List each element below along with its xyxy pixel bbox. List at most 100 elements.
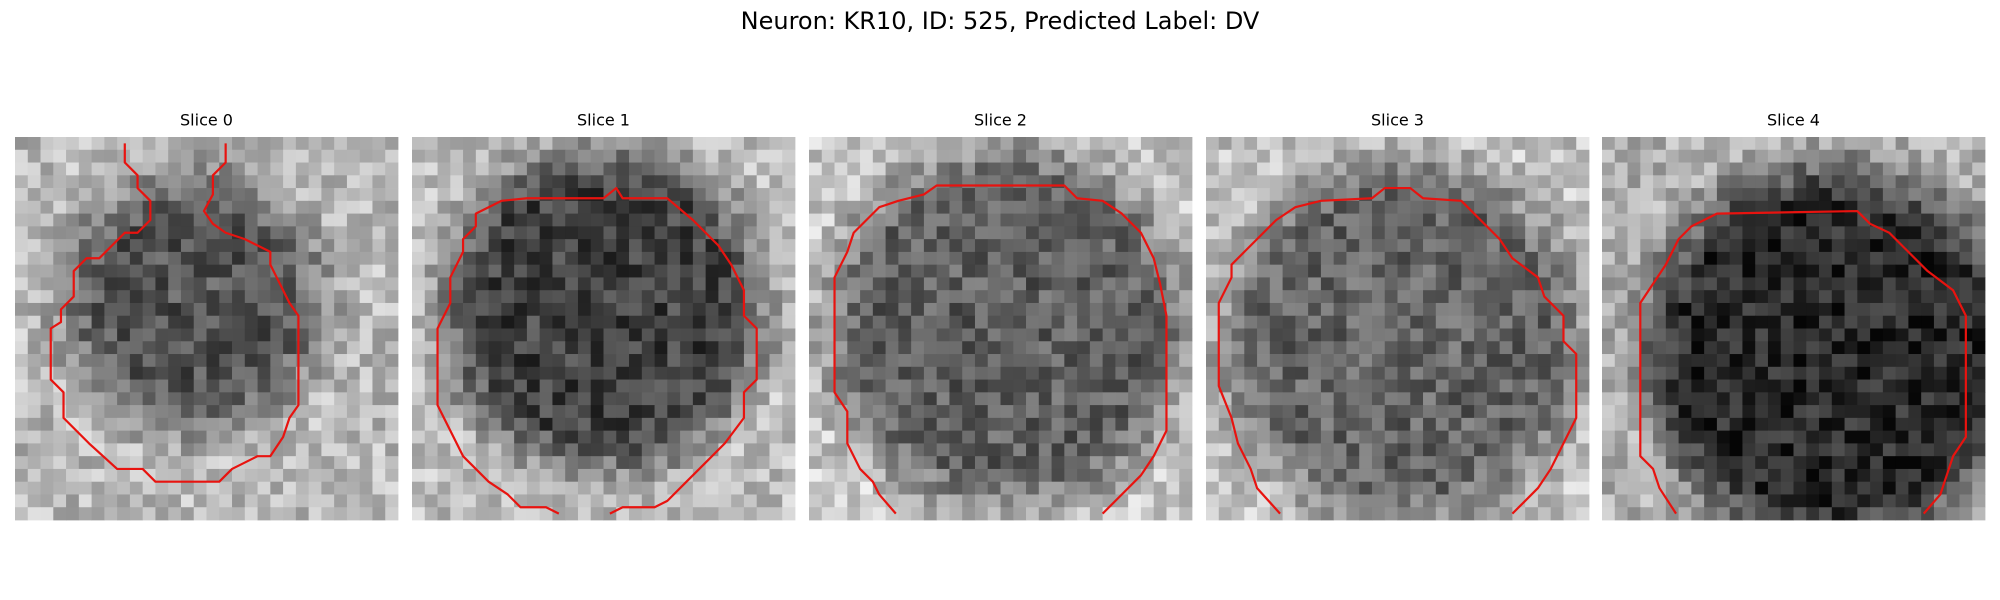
pixel <box>1857 507 1871 521</box>
pixel <box>1921 417 1935 432</box>
pixel <box>1218 468 1232 483</box>
pixel <box>450 264 464 278</box>
pixel <box>680 175 694 189</box>
pixel <box>1410 264 1424 278</box>
pixel <box>283 200 297 214</box>
pixel <box>1678 392 1692 406</box>
pixel <box>705 379 719 393</box>
pixel <box>1346 494 1360 508</box>
pixel <box>821 239 835 253</box>
pixel <box>1051 354 1065 368</box>
pixel <box>1384 379 1398 393</box>
pixel <box>1000 379 1014 393</box>
pixel <box>1537 341 1552 355</box>
pixel <box>1435 251 1449 266</box>
pixel <box>1946 417 1960 432</box>
pixel <box>1128 162 1142 176</box>
pixel <box>1410 379 1424 393</box>
pixel <box>1435 366 1449 380</box>
pixel <box>1882 494 1897 508</box>
pixel <box>616 443 630 457</box>
pixel <box>1115 188 1129 202</box>
pixel <box>590 302 604 317</box>
pixel <box>232 507 246 521</box>
pixel <box>603 290 617 304</box>
pixel <box>27 341 41 355</box>
pixel <box>104 379 118 393</box>
pixel <box>1384 481 1398 495</box>
pixel <box>463 430 477 444</box>
pixel <box>936 379 950 393</box>
pixel <box>1716 328 1731 342</box>
pixel <box>1755 290 1769 304</box>
pixel <box>40 468 54 483</box>
pixel <box>1602 468 1616 483</box>
pixel <box>1857 302 1871 317</box>
pixel <box>1627 277 1641 291</box>
pixel <box>193 341 207 355</box>
pixel <box>53 264 67 278</box>
pixel <box>705 456 719 470</box>
pixel <box>1895 417 1909 432</box>
pixel <box>1512 379 1526 393</box>
pixel <box>526 328 541 342</box>
pixel <box>1026 239 1040 253</box>
pixel <box>809 137 823 151</box>
pixel <box>743 175 758 189</box>
pixel <box>168 149 182 163</box>
pixel <box>1844 379 1858 393</box>
pixel <box>885 162 899 176</box>
pixel <box>974 392 989 406</box>
pixel <box>923 226 938 240</box>
pixel <box>1767 354 1782 368</box>
pixel <box>1806 456 1820 470</box>
pixel <box>283 507 297 521</box>
pixel <box>769 213 783 227</box>
pixel <box>1346 417 1360 432</box>
pixel <box>1371 328 1386 342</box>
pixel <box>1282 162 1296 176</box>
pixel <box>437 494 451 508</box>
pixel <box>450 213 464 227</box>
pixel <box>1755 315 1769 329</box>
pixel <box>78 200 92 214</box>
pixel <box>565 443 579 457</box>
pixel <box>1895 188 1909 202</box>
pixel <box>475 443 489 457</box>
pixel <box>654 277 668 291</box>
pixel <box>321 188 335 202</box>
pixel <box>1793 392 1807 406</box>
pixel <box>450 302 464 317</box>
pixel <box>412 366 426 380</box>
pixel <box>219 251 233 266</box>
pixel <box>1179 392 1193 406</box>
pixel <box>809 481 823 495</box>
pixel <box>577 341 592 355</box>
pixel <box>809 392 823 406</box>
pixel <box>1653 226 1667 240</box>
pixel <box>756 341 770 355</box>
pixel <box>756 175 770 189</box>
pixel <box>911 290 925 304</box>
pixel <box>847 200 861 214</box>
pixel <box>488 328 502 342</box>
pixel <box>1946 251 1960 266</box>
pixel <box>860 392 874 406</box>
pixel <box>1448 162 1462 176</box>
pixel <box>756 251 770 266</box>
pixel <box>1038 417 1052 432</box>
pixel <box>1026 137 1040 151</box>
pixel <box>1038 392 1052 406</box>
pixel <box>1166 302 1180 317</box>
pixel <box>1038 251 1052 266</box>
pixel <box>514 213 528 227</box>
pixel <box>731 290 745 304</box>
pixel <box>1653 379 1667 393</box>
pixel <box>577 379 592 393</box>
pixel <box>1179 251 1193 266</box>
pixel <box>1550 443 1564 457</box>
pixel <box>1640 417 1654 432</box>
pixel <box>1882 277 1897 291</box>
pixel <box>40 137 54 151</box>
pixel <box>1153 290 1167 304</box>
